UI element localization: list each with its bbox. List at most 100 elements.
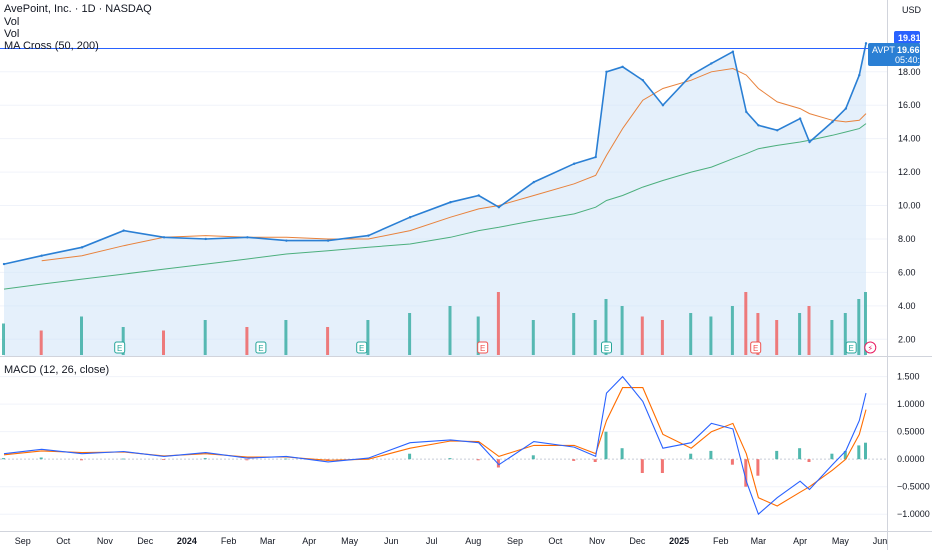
countdown-label: 05:40:54 bbox=[895, 55, 930, 65]
volume-bar bbox=[593, 320, 597, 355]
volume-bar bbox=[807, 306, 811, 355]
volume-bar bbox=[531, 320, 535, 355]
price-point bbox=[745, 110, 748, 114]
ticker-label: AVPT bbox=[872, 45, 895, 55]
ma-cross-legend[interactable]: MA Cross (50, 200) bbox=[4, 40, 99, 52]
earnings-marker-label: E bbox=[480, 344, 485, 353]
earnings-marker[interactable] bbox=[601, 341, 612, 354]
volume-bar bbox=[366, 320, 370, 355]
price-point bbox=[844, 107, 848, 110]
earnings-marker[interactable] bbox=[356, 341, 368, 354]
macd-axis-ticks[interactable]: 1.500 1.0000 0.5000 0.0000 −0.5000 −1.0000 bbox=[897, 372, 930, 520]
volume-bar bbox=[660, 320, 664, 355]
macd-hist-bar bbox=[744, 459, 748, 487]
price-tick-label: 10.00 bbox=[898, 201, 921, 211]
macd-hist-bar bbox=[775, 450, 779, 460]
macd-hist-bar bbox=[660, 459, 664, 473]
price-point bbox=[532, 180, 536, 184]
earnings-marker-label: E bbox=[604, 344, 609, 353]
volume-bar bbox=[572, 313, 576, 355]
macd-tick-label: −1.0000 bbox=[897, 509, 930, 519]
currency-label[interactable]: USD bbox=[902, 5, 922, 15]
price-pane[interactable]: E E E E E E E ⚡ bbox=[0, 42, 887, 357]
price-tick-label: 16.00 bbox=[898, 100, 921, 110]
macd-legend[interactable]: MACD (12, 26, close) bbox=[4, 364, 110, 376]
macd-hist-bar bbox=[604, 431, 608, 460]
macd-hist-bar bbox=[857, 445, 861, 460]
volume-bar bbox=[162, 330, 165, 355]
current-price-tag bbox=[868, 43, 920, 66]
price-axis[interactable]: USD 18.00 16.00 14.00 12.00 10.00 8.00 6.00 4.0… bbox=[868, 5, 930, 344]
price-point bbox=[731, 50, 735, 53]
price-point bbox=[831, 120, 834, 124]
earnings-marker[interactable] bbox=[845, 341, 857, 354]
split-marker[interactable] bbox=[864, 341, 877, 354]
volume-bar bbox=[689, 313, 693, 355]
macd-pane[interactable] bbox=[2, 375, 867, 516]
earnings-marker[interactable] bbox=[477, 341, 489, 354]
volume-bar bbox=[709, 316, 713, 355]
price-point bbox=[449, 200, 452, 204]
last-price-tag bbox=[894, 31, 920, 44]
time-axis-label: Apr bbox=[302, 536, 316, 546]
price-area-fill bbox=[4, 43, 866, 357]
price-point bbox=[204, 237, 207, 241]
macd-hist-bar bbox=[640, 459, 644, 473]
volume-bar bbox=[640, 316, 644, 355]
price-point bbox=[689, 73, 693, 77]
macd-hist-bar bbox=[709, 450, 713, 460]
time-axis-label: Sep bbox=[15, 536, 31, 546]
current-price-value: 19.66 bbox=[897, 45, 920, 55]
price-point bbox=[864, 42, 868, 45]
volume-bar bbox=[203, 320, 207, 355]
price-point bbox=[661, 104, 665, 107]
time-axis-label: Sep bbox=[507, 536, 523, 546]
price-point bbox=[162, 236, 166, 239]
earnings-markers[interactable]: E E E E E E E ⚡ bbox=[114, 341, 877, 354]
price-point bbox=[326, 239, 330, 242]
price-point bbox=[858, 73, 861, 77]
macd-tick-label: 0.0000 bbox=[897, 454, 925, 464]
macd-hist-bar bbox=[798, 448, 802, 460]
price-point bbox=[367, 234, 370, 237]
macd-hist-bar bbox=[408, 453, 412, 460]
price-point bbox=[80, 246, 84, 249]
volume-bar bbox=[744, 292, 748, 355]
vol-legend-1[interactable]: Vol bbox=[4, 16, 20, 28]
time-axis-label: Dec bbox=[629, 536, 646, 546]
volume-bar bbox=[730, 306, 734, 355]
vol-legend-2[interactable]: Vol bbox=[4, 28, 20, 40]
macd-tick-label: 1.0000 bbox=[897, 399, 925, 409]
time-axis[interactable]: Sep Oct Nov Dec 2024 Feb Mar Apr May Jun Jul Aug Sep… bbox=[15, 536, 887, 546]
time-axis-label: May bbox=[832, 536, 850, 546]
price-tick-label: 2.00 bbox=[898, 334, 916, 344]
macd-hist-bar bbox=[80, 459, 83, 461]
volume-bar bbox=[408, 313, 412, 355]
earnings-marker[interactable] bbox=[114, 341, 126, 354]
time-axis-label: Apr bbox=[793, 536, 807, 546]
ma-200-line bbox=[3, 123, 867, 290]
volume-bar bbox=[448, 306, 452, 355]
price-tick-label: 18.00 bbox=[898, 67, 921, 77]
price-axis-ticks: 18.00 16.00 14.00 12.00 10.00 8.00 6.00 4.00 2.0… bbox=[898, 67, 921, 344]
macd-tick-label: 0.5000 bbox=[897, 427, 925, 437]
macd-hist-bar bbox=[121, 458, 125, 460]
time-axis-label: Feb bbox=[713, 536, 729, 546]
earnings-marker[interactable] bbox=[255, 341, 267, 354]
macd-hist-bar bbox=[162, 459, 165, 460]
time-axis-label: Nov bbox=[589, 536, 606, 546]
price-point bbox=[477, 194, 480, 197]
price-point bbox=[710, 62, 713, 65]
price-point bbox=[2, 262, 6, 266]
price-point bbox=[757, 124, 760, 127]
symbol-title[interactable]: AvePoint, Inc. · 1D · NASDAQ bbox=[4, 3, 152, 15]
earnings-marker-label: E bbox=[359, 344, 364, 353]
time-axis-label: Feb bbox=[221, 536, 237, 546]
earnings-marker[interactable] bbox=[750, 341, 762, 354]
price-point bbox=[572, 162, 576, 165]
time-axis-label: Jun bbox=[873, 536, 888, 546]
time-axis-label: May bbox=[341, 536, 359, 546]
price-point bbox=[285, 239, 288, 242]
volume-bar bbox=[843, 313, 847, 355]
